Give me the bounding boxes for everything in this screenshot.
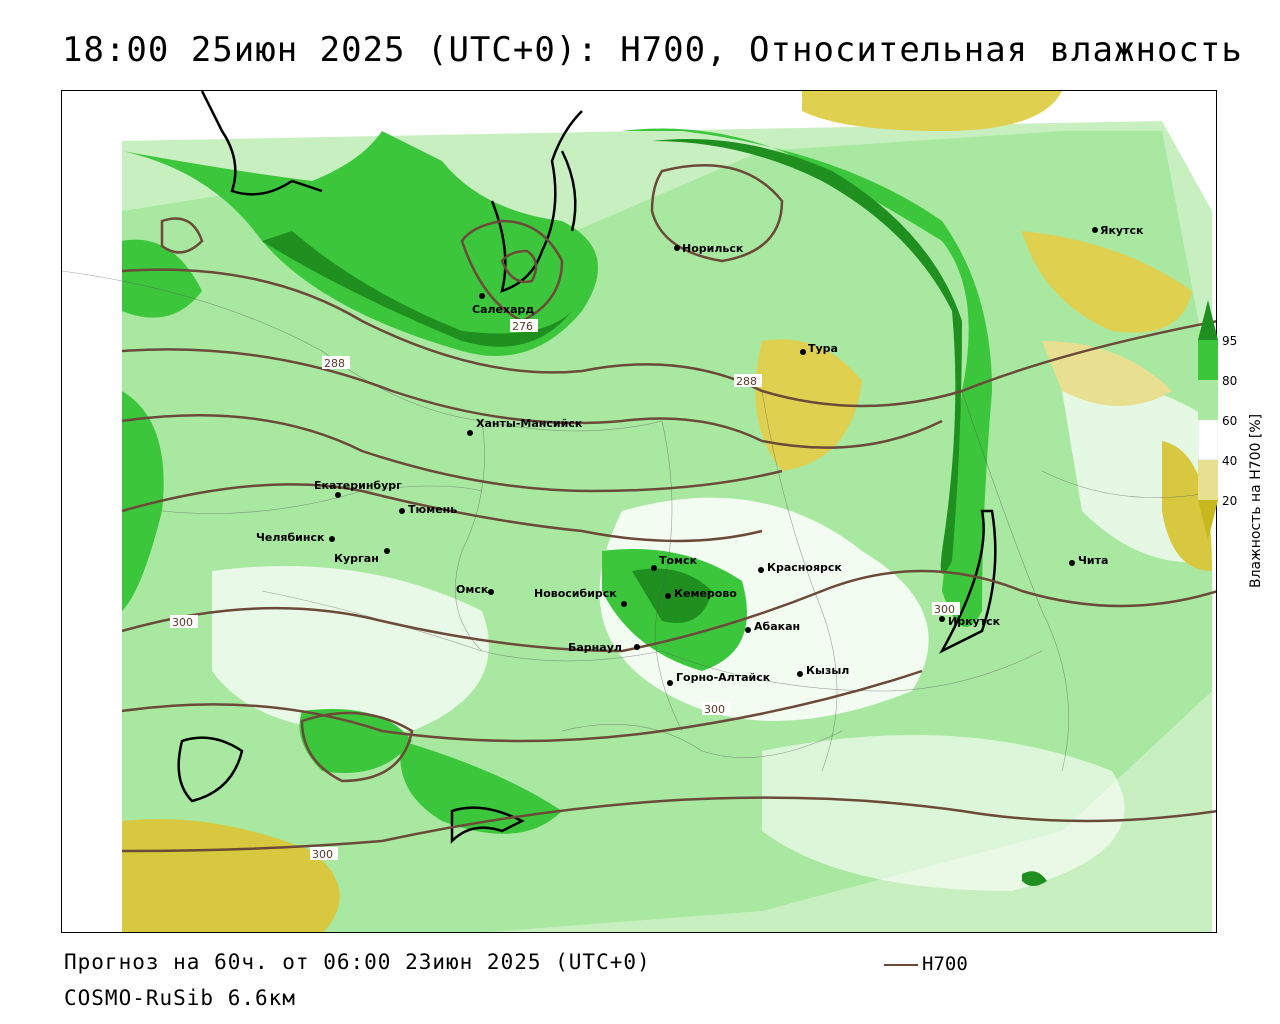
h700-legend-label: H700	[922, 953, 968, 975]
colorbar-0-20-cap	[1198, 500, 1218, 540]
map-title: 18:00 25июн 2025 (UTC+0): H700, Относите…	[62, 30, 1243, 70]
colorbar-tick-40: 40	[1222, 454, 1238, 468]
city-chita: Чита	[1078, 554, 1108, 567]
colorbar-60-80	[1198, 380, 1218, 420]
city-markers: Норильск Якутск Салехард Тура Ханты-Манс…	[256, 224, 1144, 686]
city-ekaterinburg: Екатеринбург	[314, 479, 402, 492]
city-yakutsk: Якутск	[1100, 224, 1144, 237]
city-khanty-mansiysk: Ханты-Мансийск	[476, 417, 583, 430]
colorbar-tick-80: 80	[1222, 374, 1238, 388]
city-salekhard: Салехард	[472, 303, 534, 316]
colorbar-95-cap	[1198, 300, 1218, 340]
city-novosibirsk: Новосибирск	[534, 587, 617, 600]
contour-label-300a: 300	[172, 616, 193, 629]
city-omsk: Омск	[456, 583, 489, 596]
forecast-map: 276 288 288 300 300 300 300 Норильск Яку…	[61, 90, 1217, 933]
contour-label-300d: 300	[312, 848, 333, 861]
h700-legend-line	[884, 964, 918, 966]
colorbar-20-40	[1198, 460, 1218, 500]
city-tyumen: Тюмень	[408, 503, 457, 516]
city-abakan: Абакан	[754, 620, 800, 633]
humidity-field	[122, 91, 1212, 932]
city-norilsk: Норильск	[682, 242, 744, 255]
city-kurgan: Курган	[334, 552, 379, 565]
contour-label-300c: 300	[704, 703, 725, 716]
forecast-info: Прогноз на 60ч. от 06:00 23июн 2025 (UTC…	[64, 950, 651, 974]
region-borders	[62, 270, 1216, 772]
city-chelyabinsk: Челябинск	[256, 531, 325, 544]
city-gorno-altaysk: Горно-Алтайск	[676, 671, 771, 684]
contour-label-288b: 288	[736, 375, 757, 388]
contour-label-288a: 288	[324, 357, 345, 370]
contour-label-276: 276	[512, 320, 533, 333]
city-kyzyl: Кызыл	[806, 664, 849, 677]
colorbar-tick-60: 60	[1222, 414, 1238, 428]
colorbar-tick-20: 20	[1222, 494, 1238, 508]
city-kemerovo: Кемерово	[674, 587, 737, 600]
map-canvas: 276 288 288 300 300 300 300 Норильск Яку…	[62, 91, 1216, 932]
humidity-colorbar	[1198, 300, 1218, 540]
contour-label-300b: 300	[934, 603, 955, 616]
city-irkutsk: Иркутск	[948, 615, 1001, 628]
colorbar-40-60	[1198, 419, 1218, 461]
city-krasnoyarsk: Красноярск	[767, 561, 842, 574]
colorbar-80-95	[1198, 340, 1218, 380]
colorbar-tick-95: 95	[1222, 334, 1238, 348]
city-tomsk: Томск	[659, 554, 698, 567]
h700-contours	[121, 164, 1216, 853]
city-tura: Тура	[808, 342, 838, 355]
city-barnaul: Барнаул	[568, 641, 622, 654]
colorbar-title: Влажность на H700 [%]	[1248, 413, 1264, 588]
model-name: COSMO-RuSib 6.6км	[64, 986, 296, 1010]
contour-labels: 276 288 288 300 300 300 300	[170, 319, 960, 861]
coastline	[177, 91, 997, 845]
